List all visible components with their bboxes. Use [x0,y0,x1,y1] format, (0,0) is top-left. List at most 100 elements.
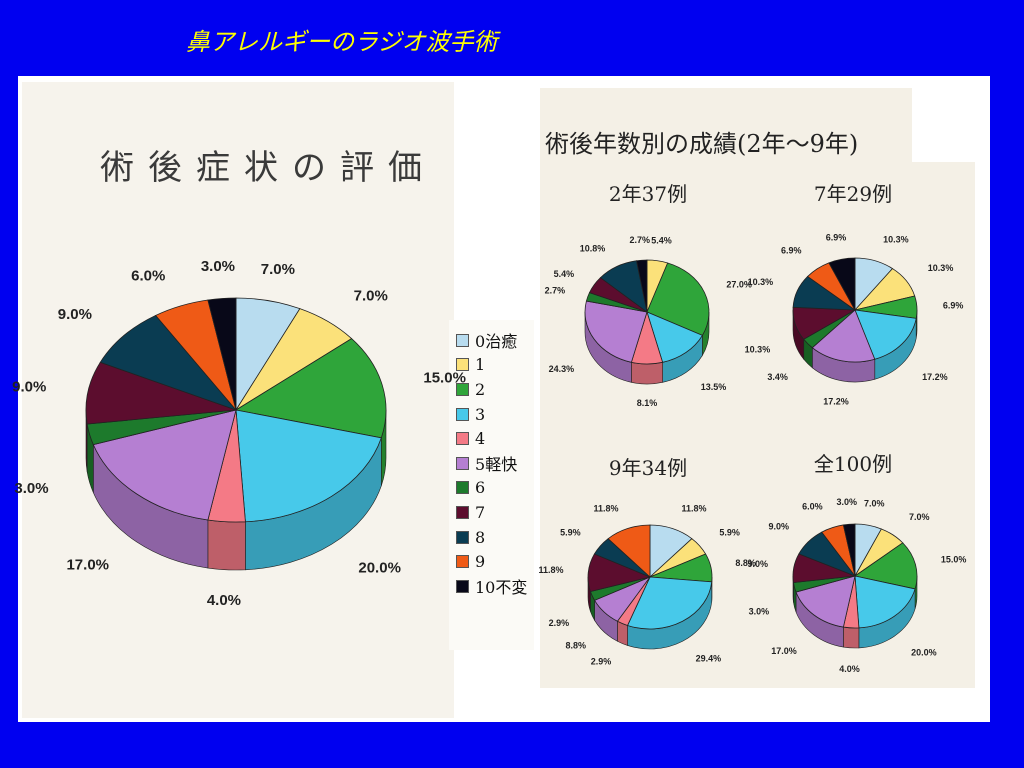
pie-chart-0: 7.0% 7.0% 15.0% 20.0% 4.0% 17.0% 3.0% 9.0% 9.0% 6… [12,258,466,609]
legend-swatch [456,432,469,446]
legend-label: 5軽快 [475,455,518,475]
pie-label-2: 27.0% [726,280,752,290]
pie-label-8: 10.8% [580,244,606,254]
pie-slice-2 [646,262,710,336]
pie-slice-5 [92,409,237,521]
pie-side-4 [631,361,663,385]
pie-label-5: 8.8% [565,641,586,651]
legend-item-9: 9 [456,549,527,574]
pie-label-2: 6.9% [943,300,964,310]
main-chart-title: 術後症状の評価 [100,148,436,188]
pie-slice-5 [584,300,648,363]
legend-swatch [456,407,469,421]
pie-chart-1: 5.4%27.0%13.5%8.1%24.3%2.7%5.4%10.8%2.7% [545,235,752,408]
pie-slice-3 [626,576,713,630]
pie-label-3: 20.0% [911,647,937,657]
slide-title: 鼻アレルギーのラジオ波手術 [186,28,498,56]
pie-slice-2 [854,542,918,590]
legend-swatch [456,505,469,519]
pie-label-9: 6.0% [802,502,823,512]
pie-label-2: 8.8% [735,558,756,568]
pie-slice-10 [207,297,237,411]
legend-label: 2 [475,379,486,399]
pie-label-8: 9.0% [768,522,789,532]
pie-2y-title: 2年37例 [608,182,688,206]
legend-label: 9 [475,552,486,572]
pie-slice-10 [828,257,856,312]
legend-label: 7 [475,502,486,522]
legend-swatch [456,456,469,470]
pie-slice-5 [811,309,876,363]
pie-slice-9 [607,524,651,578]
legend: 0治癒 1 2 3 4 5軽快 6 7 8 9 10不変 [456,328,527,599]
legend-label: 4 [475,429,486,449]
pie-slice-3 [854,309,917,360]
pie-slice-5 [795,575,856,628]
pie-label-9: 6.0% [131,268,165,285]
pie-label-1: 7.0% [354,288,388,305]
pie-chart-3: 11.8% 5.9% 8.8% 29.4% 2.9% 8.8% 2.9% 11.8% 5.9% 1… [539,504,756,667]
legend-label: 6 [475,478,486,498]
legend-label: 8 [475,527,486,547]
legend-label: 0治癒 [475,332,518,352]
legend-swatch [456,530,469,544]
pie-label-5: 17.2% [823,396,849,406]
pie-label-3: 20.0% [358,559,401,576]
legend-label: 1 [475,355,486,375]
pie-label-1: 10.3% [928,263,954,273]
legend-swatch [456,555,469,569]
pie-label-0: 7.0% [261,261,295,278]
legend-item-7: 7 [456,500,527,525]
pie-label-7: 10.3% [745,344,771,354]
legend-item-3: 3 [456,402,527,427]
pie-label-10: 3.0% [201,258,235,275]
pie-label-0: 11.8% [681,504,706,514]
pie-label-8: 9.0% [58,306,92,323]
pie-label-10: 3.0% [836,497,857,507]
pie-chart-4: 7.0% 7.0% 15.0% 20.0% 4.0% 17.0% 3.0% 9.0% 9.0% 6… [748,497,967,674]
pie-side-4 [843,626,860,649]
pie-label-0: 10.3% [883,234,909,244]
legend-swatch [456,579,469,593]
pie-label-1: 5.9% [719,528,740,538]
legend-item-2: 2 [456,377,527,402]
pie-label-3: 17.2% [922,372,948,382]
legend-swatch [456,382,469,396]
legend-swatch [456,481,469,495]
pie-slice-8 [99,314,238,411]
legend-swatch [456,358,469,372]
pie-slice-7 [85,361,237,425]
pie-label-4: 2.9% [591,657,612,667]
pie-label-5: 17.0% [66,557,109,574]
pie-label-2: 15.0% [423,370,466,387]
pie-label-3: 29.4% [696,653,722,663]
pie-7y-title: 7年29例 [813,182,893,206]
pie-label-1: 7.0% [909,512,930,522]
pie-label-2: 15.0% [941,554,967,564]
pie-label-5: 17.0% [771,646,797,656]
legend-label: 3 [475,404,486,424]
pie-all-title: 全100例 [813,452,893,476]
pie-slice-3 [235,409,382,523]
legend-item-1: 1 [456,353,527,378]
pie-9y-title: 9年34例 [608,456,688,480]
pie-label-7: 9.0% [748,559,769,569]
pie-label-4: 8.1% [637,398,658,408]
pie-label-1: 5.4% [651,236,672,246]
pie-slice-3 [646,311,703,363]
pie-label-7: 11.8% [539,565,564,575]
pie-label-8: 5.9% [560,528,581,538]
right-section-title: 術後年数別の成績(2年〜9年) [545,130,859,158]
pie-label-8: 10.3% [748,277,774,287]
pie-label-10: 2.7% [629,235,650,245]
legend-item-0: 0治癒 [456,328,527,353]
pie-label-5: 24.3% [549,364,575,374]
pie-label-7: 9.0% [12,379,46,396]
pie-slice-3 [854,575,916,629]
white-strip [912,88,975,162]
pie-label-6: 3.4% [767,372,788,382]
pie-label-6: 2.7% [545,285,566,295]
legend-item-8: 8 [456,525,527,550]
pie-label-10: 6.9% [826,232,847,242]
